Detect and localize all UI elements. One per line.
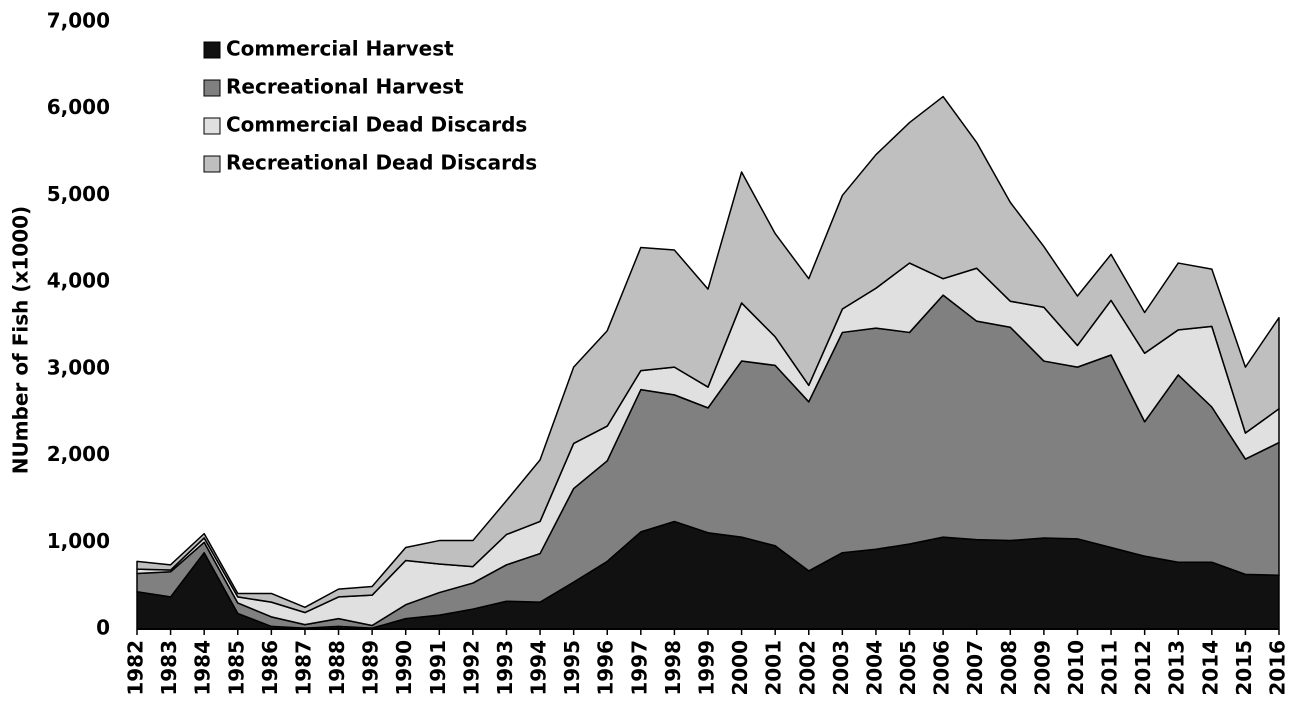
x-tick-label: 2010 <box>1064 640 1088 696</box>
legend-label: Commercial Dead Discards <box>226 113 527 137</box>
x-tick-label: 1995 <box>560 640 584 696</box>
legend-label: Recreational Harvest <box>226 75 464 99</box>
x-tick-label: 1996 <box>594 640 618 696</box>
y-tick-label: 5,000 <box>47 182 110 206</box>
x-tick-label: 1988 <box>325 640 349 696</box>
x-tick-label: 2005 <box>896 640 920 696</box>
x-tick-label: 1990 <box>392 640 416 696</box>
x-tick-label: 2000 <box>728 640 752 696</box>
legend-label: Commercial Harvest <box>226 37 454 61</box>
x-tick-label: 2007 <box>963 640 987 696</box>
y-tick-label: 0 <box>96 616 110 640</box>
x-tick-label: 1998 <box>661 640 685 696</box>
x-tick-label: 2016 <box>1266 640 1290 696</box>
x-tick-label: 2012 <box>1131 640 1155 696</box>
x-tick-label: 2004 <box>862 640 886 696</box>
x-tick-label: 1985 <box>224 640 248 696</box>
x-tick-label: 1989 <box>359 640 383 696</box>
x-tick-label: 1982 <box>124 640 148 696</box>
x-tick-label: 2002 <box>795 640 819 696</box>
legend-swatch <box>203 79 221 97</box>
y-tick-label: 6,000 <box>47 95 110 119</box>
x-tick-label: 2001 <box>762 640 786 696</box>
y-tick-label: 3,000 <box>47 355 110 379</box>
x-tick-label: 1987 <box>291 640 315 696</box>
x-tick-label: 1992 <box>459 640 483 696</box>
x-tick-label: 2006 <box>930 640 954 696</box>
y-tick-label: 4,000 <box>47 269 110 293</box>
x-tick-label: 2011 <box>1098 640 1122 696</box>
x-tick-label: 1986 <box>258 640 282 696</box>
legend-swatch <box>203 41 221 59</box>
x-tick-label: 1999 <box>695 640 719 696</box>
legend-swatch <box>203 155 221 173</box>
x-tick-label: 1983 <box>157 640 181 696</box>
x-tick-label: 1991 <box>426 640 450 696</box>
y-axis-title: NUmber of Fish (x1000) <box>9 206 33 474</box>
y-tick-label: 1,000 <box>47 529 110 553</box>
legend-swatch <box>203 117 221 135</box>
x-tick-label: 1997 <box>627 640 651 696</box>
legend-label: Recreational Dead Discards <box>226 151 537 175</box>
x-tick-label: 2014 <box>1198 640 1222 696</box>
x-tick-label: 1984 <box>191 640 215 696</box>
x-tick-label: 1993 <box>493 640 517 696</box>
x-tick-label: 2008 <box>997 640 1021 696</box>
y-tick-label: 7,000 <box>47 9 110 33</box>
x-tick-label: 2003 <box>829 640 853 696</box>
area <box>136 95 1280 614</box>
x-tick-label: 1994 <box>527 640 551 696</box>
y-tick-label: 2,000 <box>47 442 110 466</box>
x-tick-label: 2015 <box>1232 640 1256 696</box>
x-tick-label: 2009 <box>1030 640 1054 696</box>
x-tick-label: 2013 <box>1165 640 1189 696</box>
